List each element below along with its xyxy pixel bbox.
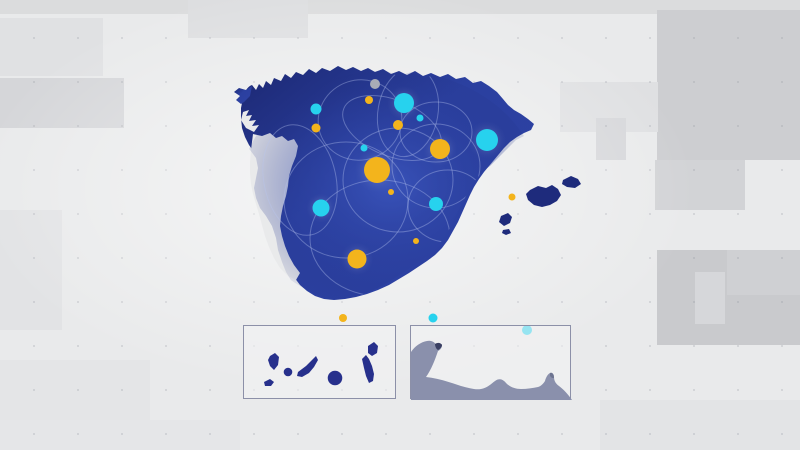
marker-sevilla[interactable]	[347, 249, 367, 269]
marker-valladolid[interactable]	[360, 144, 368, 152]
mallorca-island	[526, 185, 561, 207]
marker-madrid[interactable]	[364, 157, 390, 183]
coastline-left-tip	[435, 342, 442, 350]
inset-coastline[interactable]	[410, 325, 572, 400]
canary-islands-shapes	[264, 342, 378, 386]
orbit-ring-9	[399, 101, 473, 163]
marker-santander[interactable]	[370, 79, 380, 89]
marker-murcia[interactable]	[413, 238, 419, 244]
el-hierro-island	[264, 379, 274, 386]
menorca-island	[562, 176, 581, 188]
marker-oviedo[interactable]	[365, 96, 373, 104]
tenerife-island	[297, 356, 318, 377]
formentera-island	[502, 229, 511, 235]
spain-mainland	[234, 66, 534, 300]
coastline-peak-notch	[550, 372, 554, 378]
marker-ceuta[interactable]	[339, 314, 347, 322]
orbit-ring-3	[283, 141, 409, 259]
fuerteventura-island	[362, 355, 374, 383]
marker-zaragoza[interactable]	[430, 139, 450, 159]
la-gomera-island	[283, 367, 293, 377]
balearic-islands	[499, 176, 581, 235]
galicia-coast-detail	[234, 86, 252, 104]
orbit-ring-2	[376, 68, 440, 158]
marker-vitoria[interactable]	[393, 120, 403, 130]
marker-valencia[interactable]	[429, 197, 443, 211]
marker-barcelona[interactable]	[476, 129, 498, 151]
marker-leon[interactable]	[311, 123, 321, 133]
coastline-shape	[411, 340, 572, 400]
marker-pamplona[interactable]	[416, 114, 424, 122]
marker-bilbao[interactable]	[394, 93, 414, 113]
marker-melilla[interactable]	[428, 313, 438, 323]
marker-a-coruna[interactable]	[310, 103, 322, 115]
coastline-svg	[411, 340, 572, 400]
ibiza-island	[499, 213, 512, 226]
marker-cuenca[interactable]	[388, 189, 394, 195]
canary-islands-svg	[264, 342, 378, 386]
marker-badajoz[interactable]	[312, 199, 330, 217]
inset-canary-islands[interactable]	[243, 325, 396, 399]
la-palma-island	[268, 353, 279, 370]
northwest-inlets	[241, 110, 259, 132]
lanzarote-island	[368, 342, 378, 356]
gran-canaria-island	[327, 370, 343, 386]
marker-ibiza-sea[interactable]	[508, 193, 516, 201]
orbit-ring-8	[262, 124, 338, 236]
